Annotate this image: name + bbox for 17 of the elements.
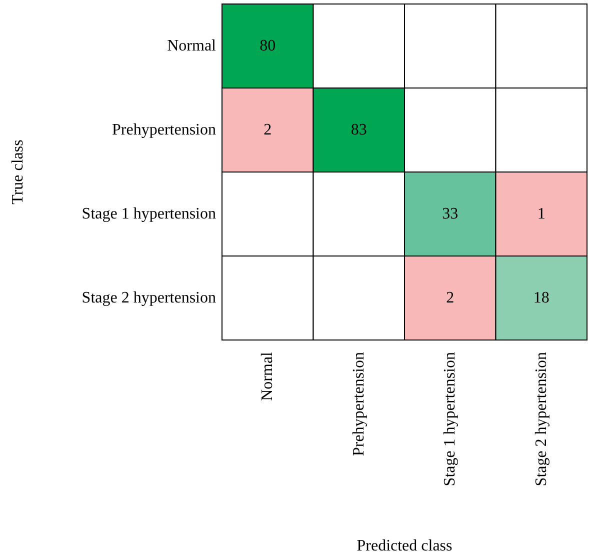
- x-tick-label: Stage 2 hypertension: [532, 352, 550, 486]
- data-label: 80: [260, 38, 276, 54]
- y-tick-label: Stage 2 hypertension: [82, 290, 216, 306]
- y-axis-title: True class: [10, 140, 26, 204]
- data-label: 33: [442, 206, 458, 222]
- data-label: 18: [533, 290, 550, 306]
- x-tick-label: Normal: [259, 351, 276, 401]
- data-label: 2: [264, 122, 272, 138]
- data-label: 2: [446, 290, 454, 306]
- y-tick-label: Stage 1 hypertension: [82, 206, 216, 222]
- y-tick-label: Normal: [167, 38, 217, 54]
- data-label: 1: [537, 206, 546, 222]
- y-tick-label: Prehypertension: [112, 122, 216, 138]
- x-tick-label: Stage 1 hypertension: [442, 352, 459, 486]
- x-axis-title: Predicted class: [356, 538, 452, 554]
- x-tick-label: Prehypertension: [350, 352, 368, 456]
- data-label: 83: [350, 122, 367, 138]
